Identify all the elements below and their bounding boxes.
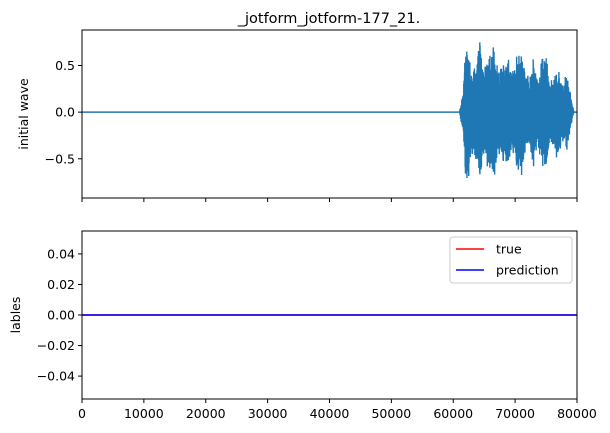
wave-series bbox=[82, 42, 577, 179]
bottom-ytick-label: 0.02 bbox=[47, 277, 75, 292]
chart-title: _jotform_jotform-177_21. bbox=[237, 11, 421, 27]
top-y-ticks: −0.5 0.0 0.5 bbox=[45, 58, 82, 166]
bottom-xtick-label: 70000 bbox=[495, 406, 535, 421]
legend-label-prediction: prediction bbox=[496, 263, 559, 278]
bottom-xtick-label: 40000 bbox=[310, 406, 350, 421]
top-x-ticks bbox=[81, 198, 578, 202]
bottom-axes-frame bbox=[81, 230, 578, 400]
wave-voiced-segment bbox=[458, 42, 575, 179]
bottom-ytick-label: 0.00 bbox=[47, 308, 75, 323]
bottom-ytick-label: 0.04 bbox=[47, 246, 75, 261]
legend-label-true: true bbox=[496, 242, 522, 257]
bottom-x-ticks: 0 10000 20000 30000 40000 50000 60000 70000 8000… bbox=[78, 399, 597, 421]
bottom-xtick-label: 60000 bbox=[433, 406, 473, 421]
bottom-y-ticks: −0.04 −0.02 0.00 0.02 0.04 bbox=[37, 246, 82, 384]
bottom-xtick-label: 20000 bbox=[186, 406, 226, 421]
subplot-labels: lables −0.04 −0.02 0.00 0.02 0.04 0 10000 2000… bbox=[8, 230, 597, 421]
top-ytick-label: −0.5 bbox=[45, 151, 75, 166]
bottom-xtick-label: 80000 bbox=[557, 406, 597, 421]
legend: true prediction bbox=[449, 236, 573, 284]
y-axis-label-lables: lables bbox=[8, 297, 23, 334]
top-axes-frame bbox=[81, 29, 578, 199]
bottom-xtick-label: 30000 bbox=[248, 406, 288, 421]
top-ytick-label: 0.0 bbox=[55, 105, 75, 120]
y-axis-label-initial-wave: initial wave bbox=[16, 78, 31, 150]
top-ytick-label: 0.5 bbox=[55, 58, 75, 73]
bottom-xtick-label: 0 bbox=[78, 406, 86, 421]
subplot-initial-wave: _jotform_jotform-177_21. initial wave −0… bbox=[16, 11, 578, 202]
bottom-ytick-label: −0.04 bbox=[37, 369, 75, 384]
bottom-ytick-label: −0.02 bbox=[37, 338, 75, 353]
bottom-xtick-label: 50000 bbox=[371, 406, 411, 421]
bottom-xtick-label: 10000 bbox=[124, 406, 164, 421]
